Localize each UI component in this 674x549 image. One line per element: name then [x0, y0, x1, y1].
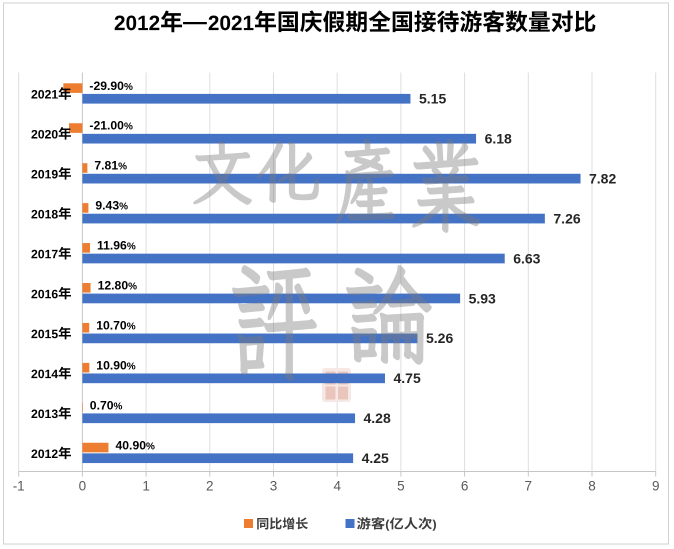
- svg-text:6.18: 6.18: [485, 131, 512, 147]
- svg-text:-1: -1: [13, 479, 25, 494]
- svg-text:4: 4: [333, 479, 341, 494]
- svg-text:0: 0: [79, 479, 87, 494]
- svg-text:10.90%: 10.90%: [96, 358, 136, 372]
- svg-text:5: 5: [397, 479, 405, 494]
- svg-text:9: 9: [652, 479, 660, 494]
- svg-text:2: 2: [206, 479, 214, 494]
- svg-text:4.75: 4.75: [394, 370, 421, 386]
- svg-text:12.80%: 12.80%: [98, 279, 138, 293]
- svg-text:7.81%: 7.81%: [94, 159, 127, 173]
- svg-text:5.26: 5.26: [426, 330, 453, 346]
- svg-text:11.96%: 11.96%: [97, 239, 136, 253]
- svg-text:5.15: 5.15: [419, 91, 446, 107]
- svg-text:10.70%: 10.70%: [96, 318, 136, 332]
- svg-text:3: 3: [270, 479, 278, 494]
- svg-text:8: 8: [588, 479, 596, 494]
- svg-text:7.26: 7.26: [553, 210, 580, 226]
- svg-text:1: 1: [142, 479, 150, 494]
- svg-text:7: 7: [525, 479, 533, 494]
- svg-text:-21.00%: -21.00%: [89, 119, 133, 133]
- svg-text:4.28: 4.28: [364, 410, 391, 426]
- svg-text:7.82: 7.82: [589, 171, 616, 187]
- svg-text:4.25: 4.25: [362, 450, 389, 466]
- svg-text:5.93: 5.93: [469, 290, 496, 306]
- svg-text:6: 6: [461, 479, 469, 494]
- svg-text:0.70%: 0.70%: [90, 398, 123, 412]
- svg-text:9.43%: 9.43%: [95, 199, 128, 213]
- svg-text:40.90%: 40.90%: [116, 438, 156, 452]
- svg-text:-29.90%: -29.90%: [89, 79, 133, 93]
- svg-text:6.63: 6.63: [513, 250, 540, 266]
